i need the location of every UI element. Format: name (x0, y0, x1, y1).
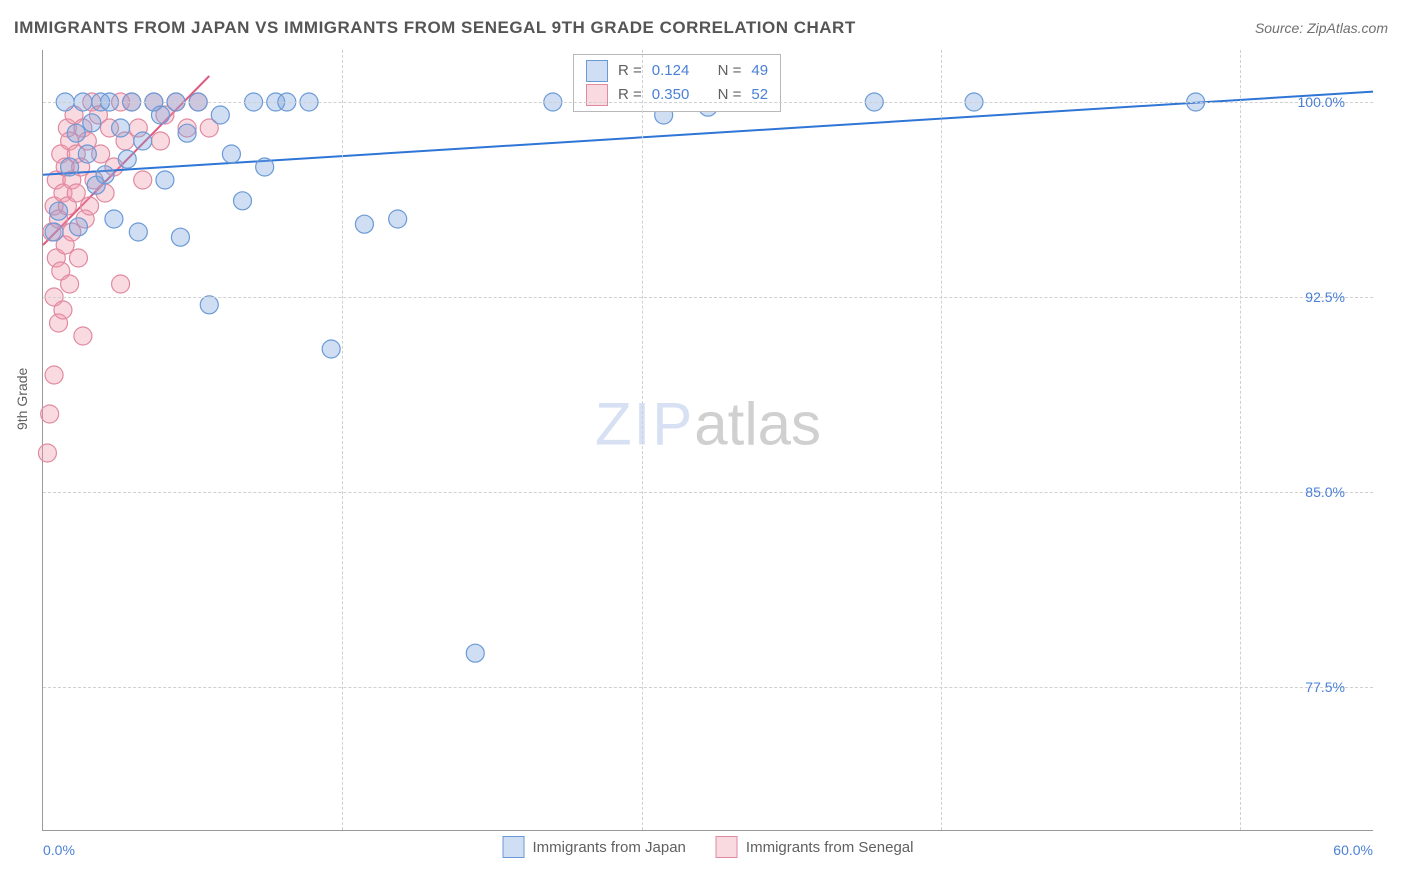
corr-r-label: R = (618, 59, 642, 83)
y-tick-label: 100.0% (1298, 94, 1345, 110)
corr-n-label: N = (718, 83, 742, 107)
y-tick-label: 92.5% (1305, 289, 1345, 305)
data-point-japan (234, 192, 252, 210)
data-point-japan (50, 202, 68, 220)
data-point-japan (200, 296, 218, 314)
gridline-v (941, 50, 942, 830)
data-point-japan (355, 215, 373, 233)
data-point-japan (211, 106, 229, 124)
corr-r-japan: 0.124 (652, 59, 690, 83)
data-point-japan (134, 132, 152, 150)
corr-n-japan: 49 (751, 59, 768, 83)
corr-row-senegal: R = 0.350 N = 52 (586, 83, 768, 107)
data-point-japan (389, 210, 407, 228)
data-point-japan (96, 166, 114, 184)
data-point-japan (322, 340, 340, 358)
data-point-japan (156, 171, 174, 189)
bottom-legend: Immigrants from Japan Immigrants from Se… (503, 836, 914, 858)
gridline-h (43, 102, 1373, 103)
data-point-japan (67, 124, 85, 142)
gridline-v (1240, 50, 1241, 830)
corr-row-japan: R = 0.124 N = 49 (586, 59, 768, 83)
swatch-japan-icon (586, 60, 608, 82)
data-point-japan (171, 228, 189, 246)
data-point-senegal (134, 171, 152, 189)
gridline-v (642, 50, 643, 830)
chart-title: IMMIGRANTS FROM JAPAN VS IMMIGRANTS FROM… (14, 18, 856, 38)
corr-n-label: N = (718, 59, 742, 83)
y-axis-label: 9th Grade (14, 368, 30, 430)
gridline-h (43, 492, 1373, 493)
data-point-japan (61, 158, 79, 176)
data-point-senegal (112, 275, 130, 293)
data-point-senegal (74, 327, 92, 345)
data-point-japan (256, 158, 274, 176)
correlation-legend: R = 0.124 N = 49 R = 0.350 N = 52 (573, 54, 781, 112)
swatch-japan-icon (503, 836, 525, 858)
gridline-v (342, 50, 343, 830)
data-point-japan (105, 210, 123, 228)
data-point-japan (83, 114, 101, 132)
data-point-japan (69, 218, 87, 236)
swatch-senegal-icon (716, 836, 738, 858)
data-point-japan (178, 124, 196, 142)
corr-n-senegal: 52 (751, 83, 768, 107)
legend-item-japan: Immigrants from Japan (503, 836, 686, 858)
legend-label-japan: Immigrants from Japan (533, 839, 686, 856)
data-point-japan (151, 106, 169, 124)
corr-r-label: R = (618, 83, 642, 107)
data-point-senegal (41, 405, 59, 423)
gridline-h (43, 297, 1373, 298)
data-point-senegal (81, 197, 99, 215)
y-tick-label: 85.0% (1305, 484, 1345, 500)
y-tick-label: 77.5% (1305, 679, 1345, 695)
corr-r-senegal: 0.350 (652, 83, 690, 107)
data-point-japan (78, 145, 96, 163)
data-point-japan (45, 223, 63, 241)
legend-label-senegal: Immigrants from Senegal (746, 839, 914, 856)
gridline-h (43, 687, 1373, 688)
data-point-senegal (67, 184, 85, 202)
data-point-japan (129, 223, 147, 241)
scatter-svg (43, 50, 1373, 830)
source-label: Source: ZipAtlas.com (1255, 20, 1388, 36)
data-point-japan (118, 150, 136, 168)
plot-area: ZIPatlas R = 0.124 N = 49 R = 0.350 N = … (42, 50, 1373, 831)
x-tick-label: 60.0% (1333, 842, 1373, 858)
legend-item-senegal: Immigrants from Senegal (716, 836, 914, 858)
data-point-japan (222, 145, 240, 163)
data-point-senegal (69, 249, 87, 267)
x-tick-label: 0.0% (43, 842, 75, 858)
data-point-senegal (54, 301, 72, 319)
data-point-japan (466, 644, 484, 662)
data-point-japan (112, 119, 130, 137)
data-point-senegal (45, 366, 63, 384)
data-point-senegal (151, 132, 169, 150)
data-point-senegal (38, 444, 56, 462)
data-point-senegal (61, 275, 79, 293)
